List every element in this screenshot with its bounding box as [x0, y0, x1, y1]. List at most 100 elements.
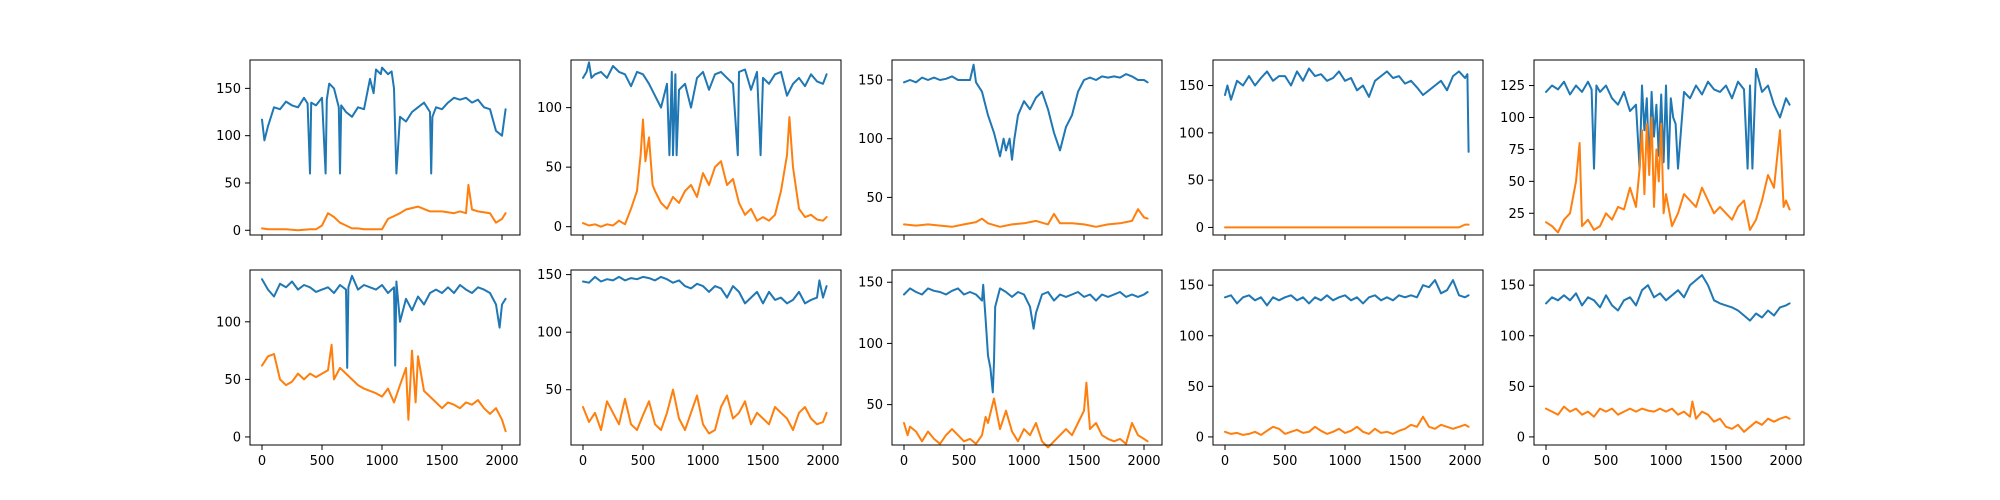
x-tick-label: 1000: [1007, 454, 1040, 469]
subplot-2: 0 50 100: [537, 59, 842, 240]
y-tick-label: 0: [554, 220, 562, 235]
y-tick-label: 0: [1196, 430, 1204, 445]
plot-frame: [891, 269, 1163, 446]
x-tick-label: 2000: [485, 454, 518, 469]
plot-frame: [891, 59, 1163, 236]
series-line-2: [582, 388, 828, 435]
series-line-1: [903, 283, 1149, 394]
series-line-1: [1224, 279, 1470, 307]
x-tick-label: 2000: [1127, 454, 1160, 469]
y-tick-label: 0: [233, 430, 241, 445]
subplot-7: 0 500 1000 1500 2000 50 100 150: [537, 268, 842, 469]
x-tick-label: 1500: [1067, 454, 1100, 469]
x-tick-label: 1000: [1328, 454, 1361, 469]
series-line-1: [903, 63, 1149, 161]
y-tick-label: 75: [1508, 143, 1525, 158]
y-tick-label: 50: [1187, 380, 1204, 395]
x-tick-label: 500: [310, 454, 335, 469]
y-tick-label: 100: [537, 101, 562, 116]
x-tick-label: 1500: [746, 454, 779, 469]
series-line-1: [582, 61, 828, 157]
y-tick-label: 50: [224, 373, 241, 388]
y-tick-label: 0: [233, 224, 241, 239]
y-tick-label: 150: [1179, 79, 1204, 94]
x-tick-label: 1500: [1709, 454, 1742, 469]
series-line-1: [261, 66, 507, 175]
series-line-2: [903, 381, 1149, 449]
y-tick-label: 150: [537, 268, 562, 283]
x-tick-label: 1000: [365, 454, 398, 469]
y-tick-label: 150: [858, 276, 883, 291]
plot-frame: [1533, 59, 1805, 236]
y-tick-label: 50: [866, 191, 883, 206]
x-tick-label: 2000: [1448, 454, 1481, 469]
x-tick-label: 1000: [1649, 454, 1682, 469]
y-tick-label: 100: [1179, 126, 1204, 141]
x-tick-label: 2000: [1769, 454, 1802, 469]
y-tick-label: 0: [1517, 430, 1525, 445]
subplot-5: 25 50 75 100 125: [1500, 59, 1805, 240]
x-tick-label: 2000: [806, 454, 839, 469]
plot-frame: [249, 269, 521, 446]
x-tick-label: 1000: [686, 454, 719, 469]
y-tick-label: 50: [224, 176, 241, 191]
x-tick-label: 0: [258, 454, 266, 469]
series-line-1: [1224, 67, 1470, 153]
subplot-6: 0 500 1000 1500 2000 0 50 100: [216, 269, 521, 469]
subplot-9: 0 500 1000 1500 2000 0 50 100 150: [1179, 269, 1484, 469]
subplot-1: 0 50 100 150: [216, 59, 521, 240]
y-tick-label: 100: [1500, 329, 1525, 344]
y-tick-label: 100: [216, 129, 241, 144]
x-tick-label: 500: [1273, 454, 1298, 469]
plot-frame: [249, 59, 521, 236]
y-tick-label: 100: [537, 326, 562, 341]
y-tick-label: 100: [1500, 111, 1525, 126]
series-line-2: [261, 183, 507, 232]
y-tick-label: 100: [216, 315, 241, 330]
y-tick-label: 50: [1187, 174, 1204, 189]
series-line-2: [903, 208, 1149, 228]
series-line-2: [1224, 223, 1470, 229]
x-tick-label: 0: [579, 454, 587, 469]
y-tick-label: 50: [1508, 175, 1525, 190]
y-tick-label: 150: [1500, 279, 1525, 294]
y-tick-label: 0: [1196, 221, 1204, 236]
x-tick-label: 0: [900, 454, 908, 469]
y-tick-label: 25: [1508, 207, 1525, 222]
x-tick-label: 500: [952, 454, 977, 469]
y-tick-label: 50: [545, 383, 562, 398]
plot-frame: [1212, 59, 1484, 236]
series-line-2: [1545, 116, 1791, 234]
y-tick-label: 50: [545, 161, 562, 176]
subplot-4: 0 50 100 150: [1179, 59, 1484, 240]
series-line-2: [1545, 400, 1791, 433]
y-tick-label: 100: [858, 337, 883, 352]
x-tick-label: 0: [1542, 454, 1550, 469]
x-tick-label: 1500: [1388, 454, 1421, 469]
series-line-1: [582, 275, 828, 305]
series-line-2: [1224, 415, 1470, 436]
plot-frame: [1533, 269, 1805, 446]
y-tick-label: 50: [1508, 380, 1525, 395]
x-tick-label: 0: [1221, 454, 1229, 469]
subplot-3: 50 100 150: [858, 59, 1163, 240]
subplot-8: 0 500 1000 1500 2000 50 100 150: [858, 269, 1163, 469]
plot-frame: [1212, 269, 1484, 446]
subplot-grid: 0501001500501005010015005010015025507510…: [216, 59, 1805, 469]
plot-frame: [570, 269, 842, 446]
subplot-10: 0 500 1000 1500 2000 0 50 100 150: [1500, 269, 1805, 469]
series-line-1: [261, 274, 507, 369]
y-tick-label: 100: [1179, 329, 1204, 344]
series-line-1: [1545, 274, 1791, 322]
x-tick-label: 500: [631, 454, 656, 469]
y-tick-label: 50: [866, 398, 883, 413]
x-tick-label: 1500: [425, 454, 458, 469]
series-line-1: [1545, 67, 1791, 170]
series-line-2: [582, 116, 828, 228]
series-line-2: [261, 343, 507, 433]
x-tick-label: 500: [1594, 454, 1619, 469]
y-tick-label: 100: [858, 132, 883, 147]
y-tick-label: 150: [1179, 279, 1204, 294]
